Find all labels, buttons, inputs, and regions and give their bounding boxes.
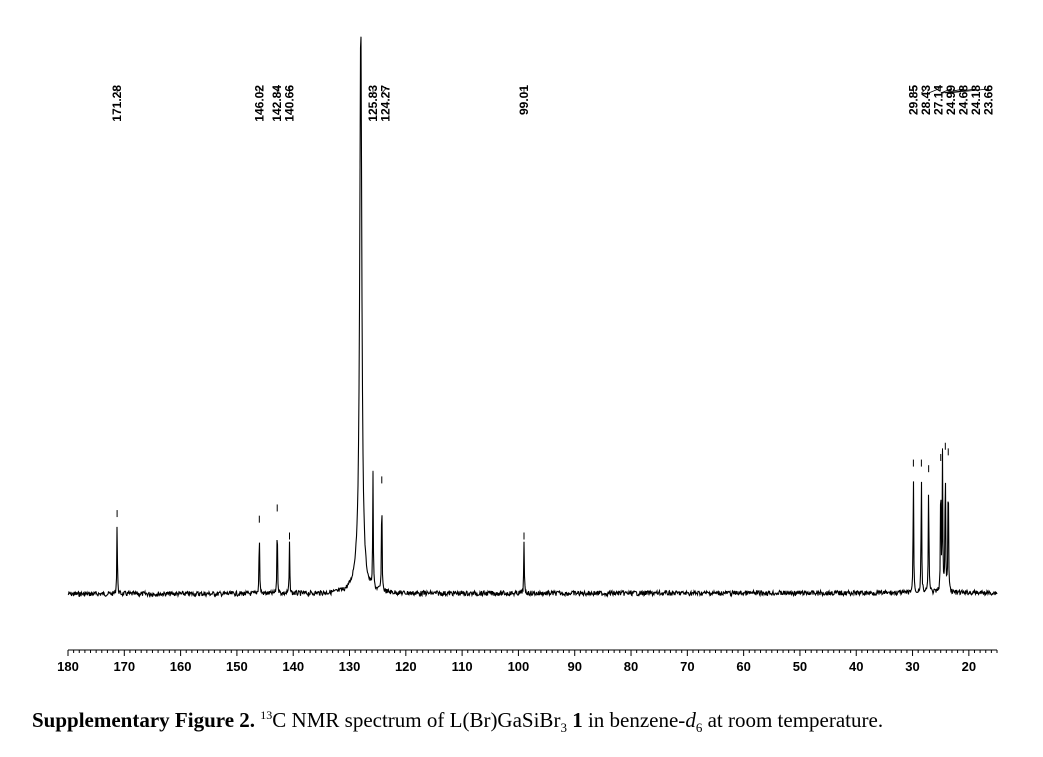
peak-label: 24.68 (956, 85, 970, 115)
caption-lead: Supplementary Figure 2. (32, 708, 256, 732)
x-tick-label: 160 (170, 659, 192, 674)
x-tick-label: 50 (793, 659, 807, 674)
x-axis-tick-labels: 180 170 160 150 140 130 120 110 100 90 80 70 60 50 40 3… (57, 659, 976, 674)
peak-label: 171.28 (110, 85, 124, 122)
x-tick-label: 100 (508, 659, 530, 674)
x-tick-label: 80 (624, 659, 638, 674)
x-tick-label: 140 (282, 659, 304, 674)
caption-compound-number: 1 (572, 708, 583, 732)
peak-label: 140.66 (283, 85, 297, 122)
x-tick-label: 180 (57, 659, 79, 674)
peak-label-leader (948, 87, 989, 94)
peak-markers (116, 442, 949, 540)
spectrum-trace (67, 36, 998, 599)
peak-label-leader (381, 87, 386, 94)
caption-subscript-3: 3 (560, 720, 567, 736)
x-tick-label: 120 (395, 659, 417, 674)
peak-label: 125.83 (366, 85, 380, 122)
caption-text-1: C NMR spectrum of L(Br)GaSiBr (272, 708, 561, 732)
x-tick-label: 130 (339, 659, 361, 674)
caption-isotope-mass: 13 (260, 708, 273, 722)
x-axis-ticks (67, 650, 998, 656)
caption-solvent-d: d (685, 708, 696, 732)
figure-caption: Supplementary Figure 2. 13C NMR spectrum… (32, 708, 884, 736)
caption-text-3: at room temperature. (702, 708, 884, 732)
peak-label: 142.84 (270, 85, 284, 122)
peak-label: 29.85 (906, 85, 920, 115)
x-tick-label: 30 (905, 659, 919, 674)
peak-label-leader (928, 87, 939, 94)
x-tick-label: 60 (736, 659, 750, 674)
x-tick-label: 40 (849, 659, 863, 674)
peak-label: 146.02 (252, 85, 266, 122)
peak-label-leader (921, 87, 927, 94)
nmr-spectrum-chart: 180 170 160 150 140 130 120 110 100 90 80 70 60 50 40 3… (57, 36, 998, 674)
x-tick-label: 90 (567, 659, 581, 674)
x-tick-label: 70 (680, 659, 694, 674)
caption-solvent-subscript: 6 (695, 720, 703, 736)
x-tick-label: 150 (226, 659, 248, 674)
peak-label: 23.66 (981, 85, 995, 115)
peak-label: 99.01 (517, 85, 531, 115)
peak-label-leader (945, 87, 977, 94)
peak-label-leader (942, 87, 964, 94)
caption-text-2: in benzene- (582, 708, 686, 732)
peak-label-leader (940, 87, 952, 94)
x-tick-label: 110 (452, 659, 473, 674)
peak-label: 124.27 (378, 85, 392, 122)
x-tick-label: 170 (113, 659, 135, 674)
x-tick-label: 20 (962, 659, 976, 674)
peak-label: 24.18 (969, 85, 983, 115)
